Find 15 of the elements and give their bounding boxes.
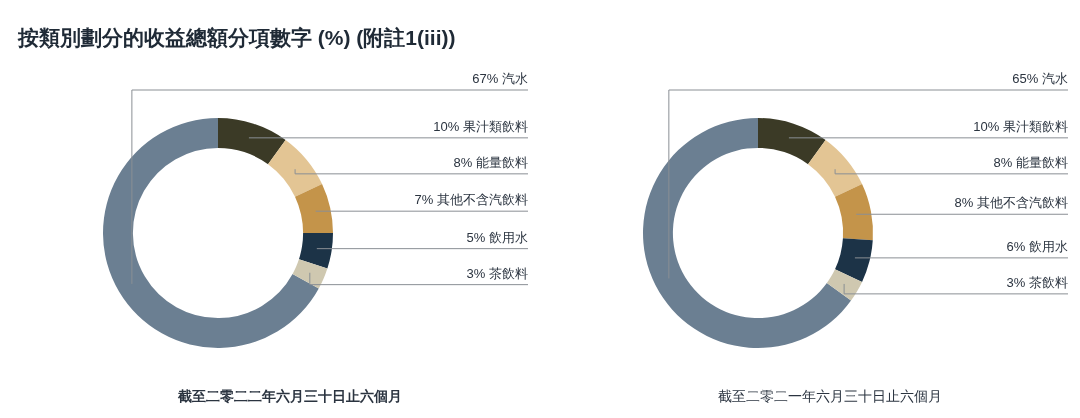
slice-label: 7% 其他不含汽飲料 [414,192,528,208]
slice-label: 8% 能量飲料 [453,154,528,170]
slice-label: 6% 飲用水 [1006,238,1068,254]
slice-label: 67% 汽水 [472,71,528,87]
slice-label: 8% 能量飲料 [993,154,1068,170]
slice-label: 10% 果汁類飲料 [973,118,1068,134]
text: 截至二零二二年六月三十日止六個月 [177,388,403,406]
slice-label: 5% 飲用水 [466,229,528,245]
chart-title: 按類別劃分的收益總額分項數字 (%) (附註1(iii)) [16,25,457,51]
text: 截至二零二一年六月三十日止六個月 [717,388,943,406]
slice-label: 3% 茶飲料 [466,265,528,281]
slice-label: 3% 茶飲料 [1006,274,1068,290]
slice-label: 8% 其他不含汽飲料 [954,195,1068,211]
slice-label: 10% 果汁類飲料 [433,118,528,134]
slice-label: 65% 汽水 [1012,71,1068,87]
